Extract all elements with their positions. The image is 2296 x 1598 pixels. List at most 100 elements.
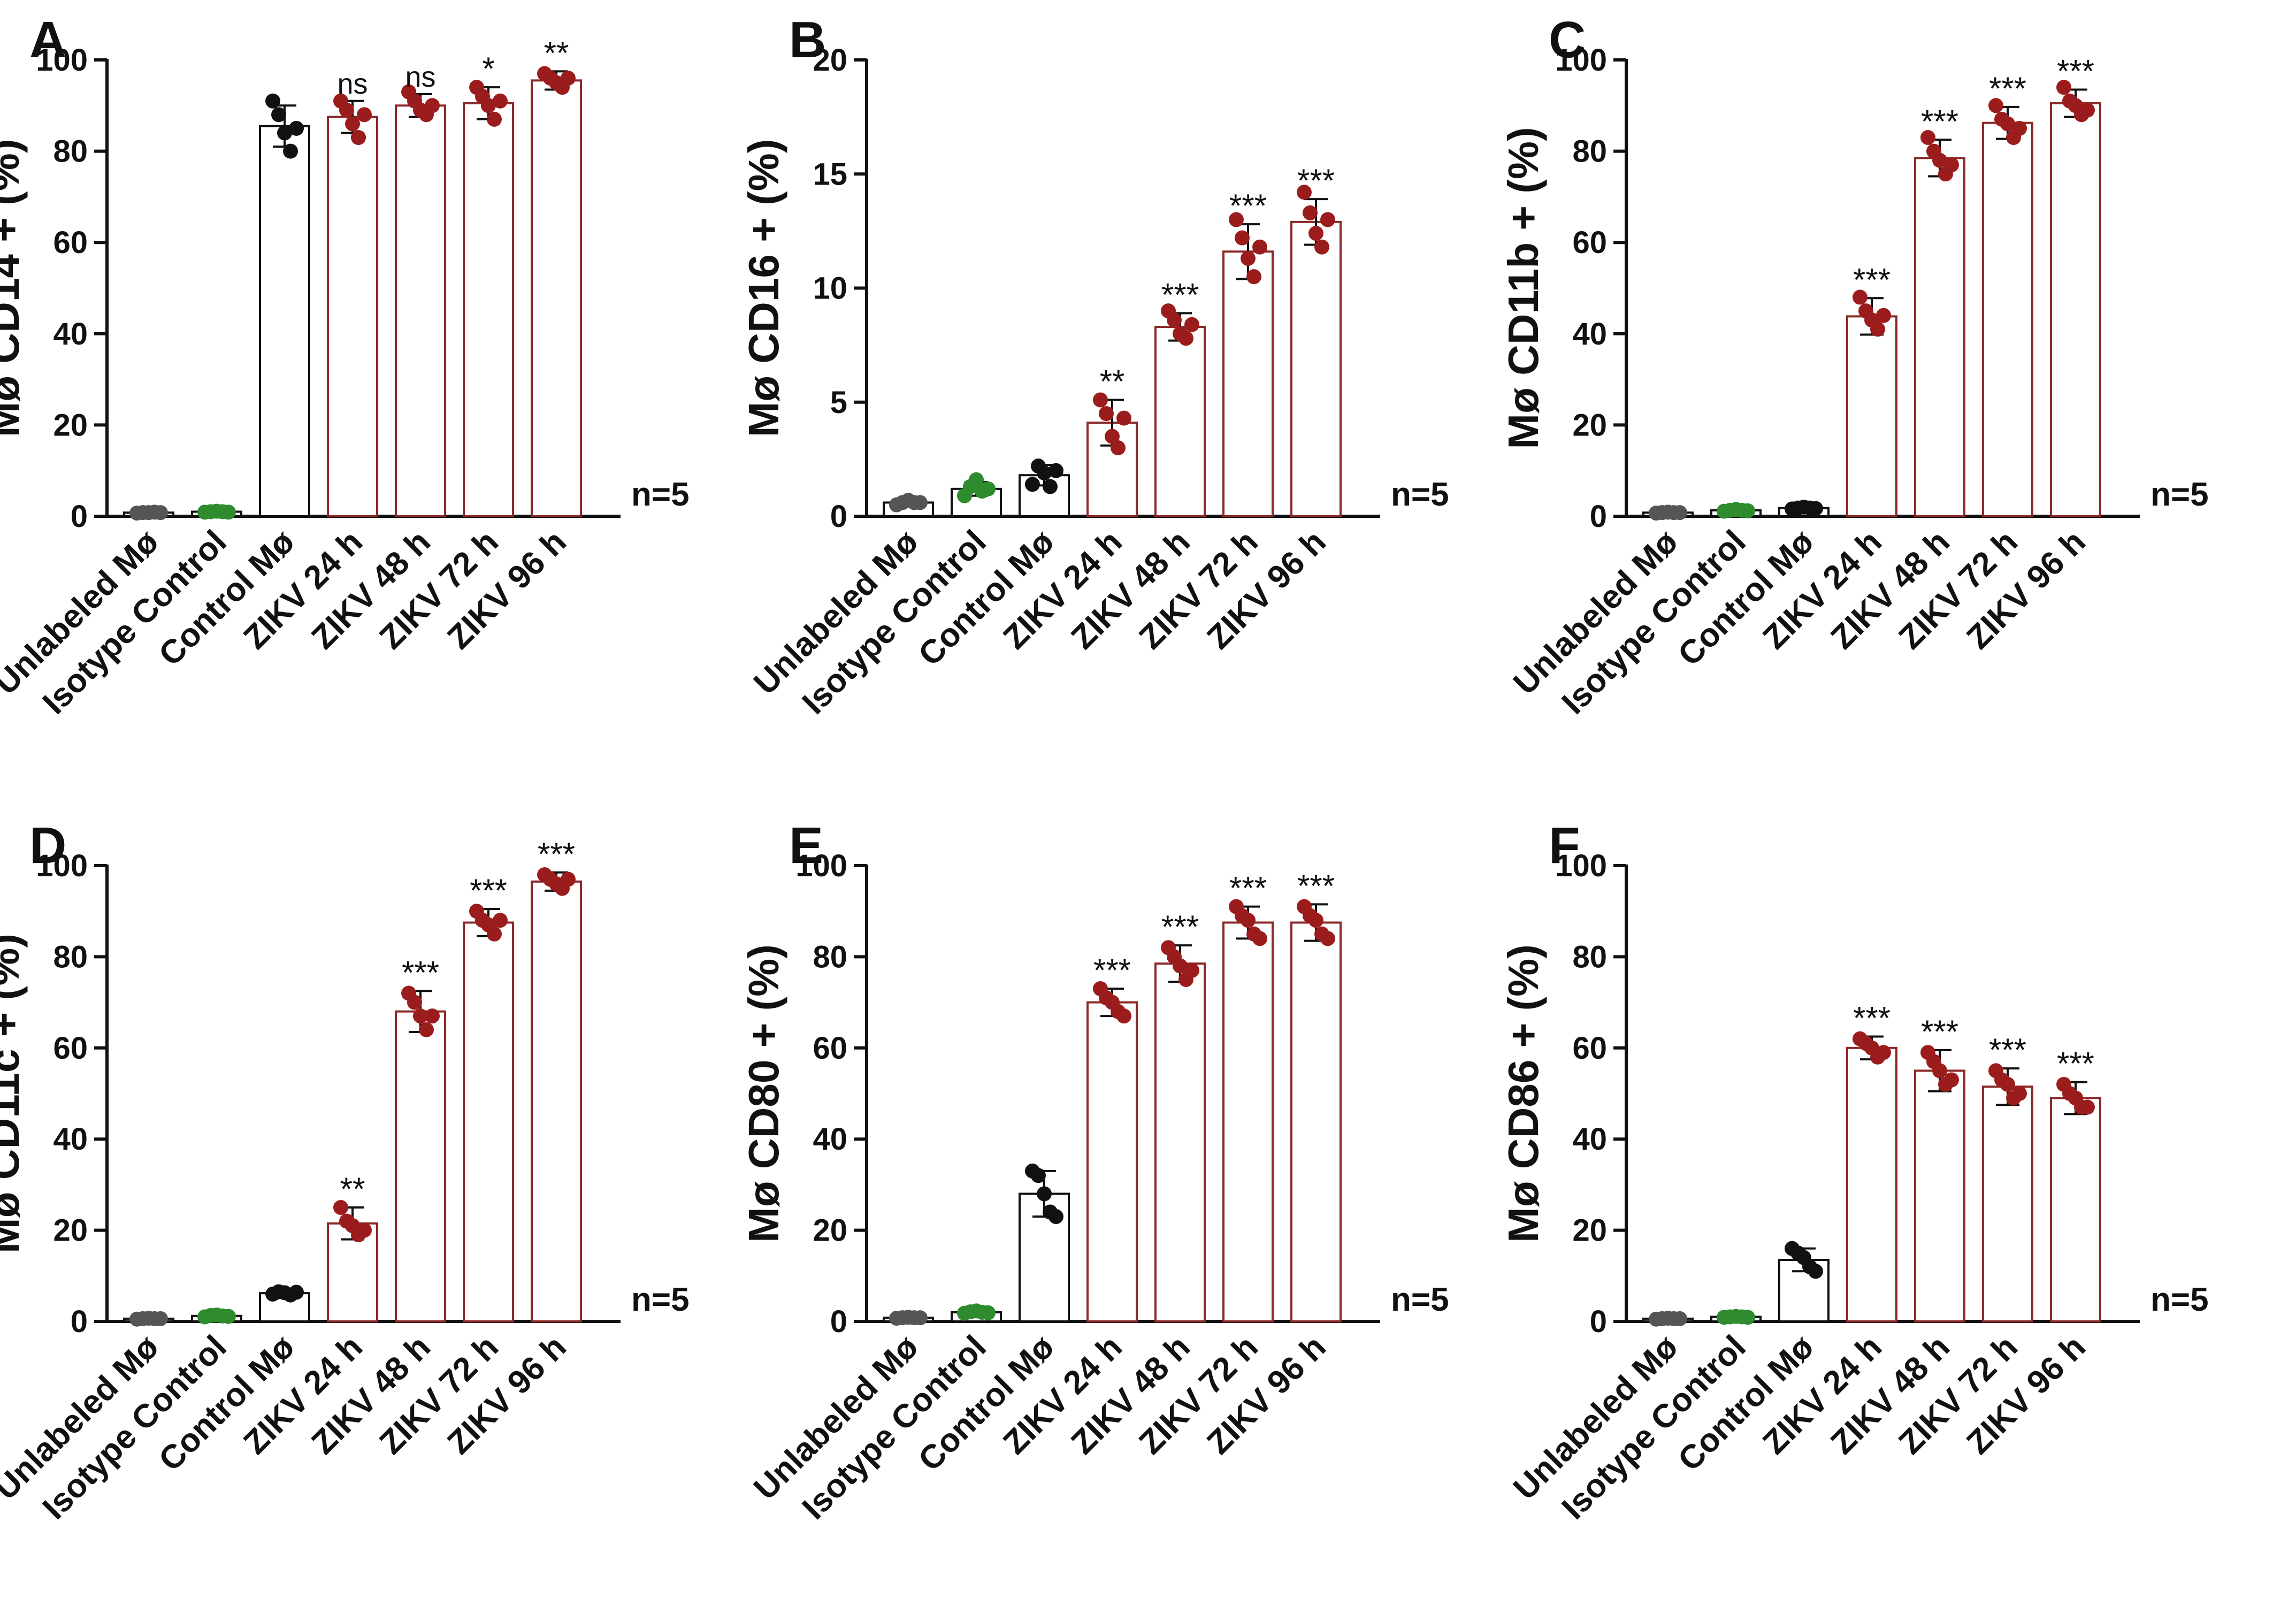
data-point [1116,410,1131,426]
data-point [1184,962,1199,978]
data-point [1808,1264,1823,1279]
significance-label: *** [1853,262,1891,297]
data-point [357,1222,372,1238]
data-point [493,93,508,109]
data-point [1043,479,1058,494]
data-point [345,116,360,132]
bar [1914,1069,1965,1323]
bar [1982,1085,2033,1322]
y-tick-label: 40 [1572,1122,1607,1157]
y-tick-label: 20 [813,43,847,78]
data-point [1303,205,1318,220]
bar [1982,121,2033,518]
n-label: n=5 [1391,1281,1449,1318]
data-point [981,1305,996,1320]
data-point [1870,322,1885,337]
data-point [1184,317,1199,332]
data-point [2056,80,2071,95]
bar [1846,1046,1897,1323]
significance-label: *** [1921,1014,1958,1050]
data-point [1308,913,1323,928]
significance-label: * [482,51,494,87]
data-point [271,107,286,123]
y-tick-label: 0 [71,1304,88,1339]
data-point [1944,157,1959,173]
significance-label: *** [402,954,439,990]
data-point [283,143,298,159]
data-point [981,481,996,496]
data-point [1740,1310,1755,1325]
significance-label: *** [1853,1000,1891,1036]
data-point [1853,289,1868,305]
y-tick-label: 80 [53,939,88,974]
bar [327,116,378,517]
n-label: n=5 [2150,1281,2209,1318]
significance-label: ns [405,61,435,93]
data-point [277,125,292,141]
data-point [425,1008,440,1024]
significance-label: *** [1161,277,1199,312]
y-tick-label: 20 [53,1213,88,1248]
bar [1154,962,1206,1323]
n-label: n=5 [1391,476,1449,513]
panel-letter: E [789,817,823,874]
data-point [487,111,502,127]
data-point [1099,406,1114,422]
data-point [487,926,502,942]
y-tick-label: 10 [813,271,847,306]
significance-label: *** [1161,909,1199,945]
y-tick-label: 100 [36,848,88,883]
y-axis-label: Mø CD14 + (%) [0,139,28,438]
data-point [1932,152,1947,168]
data-point [1740,503,1755,518]
data-point [1241,251,1256,266]
data-point [1672,505,1687,521]
data-point [561,871,576,887]
bar [1154,326,1206,517]
data-point [425,98,440,113]
data-point [265,93,280,109]
data-point [1173,958,1188,974]
panel-letter: F [1549,817,1580,874]
data-point [493,913,508,928]
y-tick-label: 15 [813,157,847,192]
significance-label: *** [470,873,507,908]
panel-letter: A [29,11,66,68]
y-tick-label: 0 [830,1304,847,1339]
bar [1086,422,1138,518]
data-point [1246,269,1261,285]
data-point [1932,1063,1947,1079]
data-point [2080,1099,2095,1115]
data-point [339,102,354,118]
bar [1086,1001,1138,1322]
data-point [1252,931,1267,946]
data-point [1320,212,1335,227]
data-point [913,1310,928,1326]
significance-label: ** [544,35,569,71]
data-point [2080,102,2095,118]
data-point [1111,440,1126,456]
data-point [1672,1311,1687,1326]
data-point [351,130,366,146]
data-point [1093,392,1108,408]
data-point [913,495,928,510]
data-point [1320,931,1335,946]
bar [2050,1097,2101,1323]
data-point [221,504,236,520]
data-point [1241,913,1256,928]
y-tick-label: 20 [1572,1213,1607,1248]
data-point [289,1284,304,1300]
y-tick-label: 100 [36,43,88,78]
panel-letter: C [1549,11,1586,68]
data-point [153,1311,168,1326]
y-tick-label: 80 [813,939,847,974]
data-point [357,107,372,123]
y-tick-label: 40 [53,1122,88,1157]
data-point [1048,1209,1063,1225]
bar [1222,921,1274,1322]
bar [1290,921,1342,1322]
